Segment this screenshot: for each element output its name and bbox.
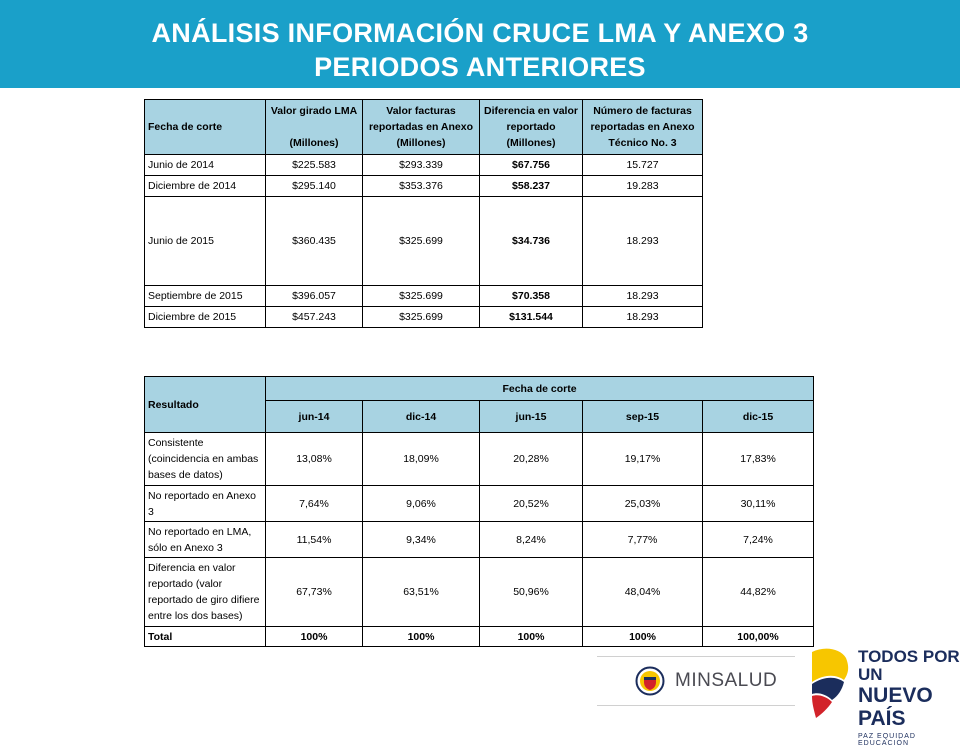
header-period: dic-15	[702, 400, 814, 433]
cell-diferencia: $58.237	[479, 175, 583, 197]
table-row: Diciembre de 2015 $457.243 $325.699 $131…	[144, 306, 703, 328]
cell-value: 100%	[479, 626, 583, 647]
cell-diferencia: $67.756	[479, 154, 583, 176]
cell-facturas: $325.699	[362, 306, 480, 328]
header-diferencia: Diferencia en valor reportado (Millones)	[479, 99, 583, 155]
header-period: jun-15	[479, 400, 583, 433]
table-header-row: jun-14 dic-14 jun-15 sep-15 dic-15	[145, 400, 814, 433]
cell-girado: $225.583	[265, 154, 363, 176]
table-header-row: Resultado Fecha de corte	[144, 376, 814, 433]
cell-value: 20,28%	[479, 432, 583, 486]
cell-value: 48,04%	[582, 557, 703, 627]
cell-diferencia: $131.544	[479, 306, 583, 328]
header-fecha: Fecha de corte	[144, 99, 266, 155]
cell-diferencia: $70.358	[479, 285, 583, 307]
pais-line1: TODOS POR UN	[858, 647, 960, 684]
cell-value: 63,51%	[362, 557, 480, 627]
cell-numero: 19.283	[582, 175, 703, 197]
cell-girado: $360.435	[265, 196, 363, 286]
row-label: No reportado en LMA, sólo en Anexo 3	[144, 521, 266, 558]
header-period: dic-14	[362, 400, 480, 433]
header-resultado: Resultado	[144, 376, 266, 433]
row-label: Diferencia en valor reportado (valor rep…	[144, 557, 266, 627]
cell-fecha: Septiembre de 2015	[144, 285, 266, 307]
total-row: Total 100% 100% 100% 100% 100,00%	[144, 626, 814, 647]
table-row: Diferencia en valor reportado (valor rep…	[144, 557, 814, 627]
header-valor-facturas: Valor facturas reportadas en Anexo (Millo…	[362, 99, 480, 155]
table-row: Junio de 2015 $360.435 $325.699 $34.736 …	[144, 196, 703, 286]
cell-facturas: $353.376	[362, 175, 480, 197]
header-period: sep-15	[582, 400, 703, 433]
table-row: Junio de 2014 $225.583 $293.339 $67.756 …	[144, 154, 703, 176]
cell-value: 8,24%	[479, 521, 583, 558]
cell-value: 100%	[265, 626, 363, 647]
cell-value: 9,06%	[362, 485, 480, 522]
cell-girado: $457.243	[265, 306, 363, 328]
header-valor-girado: Valor girado LMA (Millones)	[265, 99, 363, 155]
cell-value: 18,09%	[362, 432, 480, 486]
cell-value: 13,08%	[265, 432, 363, 486]
cell-numero: 18.293	[582, 306, 703, 328]
colombia-map-icon	[812, 648, 849, 718]
cell-girado: $295.140	[265, 175, 363, 197]
cutoff-values-table: Fecha de corte Valor girado LMA (Millones…	[144, 99, 703, 328]
header-period: jun-14	[265, 400, 363, 433]
todos-por-un-nuevo-pais-logo: TODOS POR UN NUEVO PAÍS PAZ EQUIDAD EDUC…	[806, 638, 960, 747]
coat-of-arms-icon	[635, 666, 665, 696]
cell-value: 17,83%	[702, 432, 814, 486]
cell-facturas: $325.699	[362, 285, 480, 307]
table-header-row: Fecha de corte Valor girado LMA (Millones…	[144, 99, 703, 155]
cell-value: 100,00%	[702, 626, 814, 647]
cell-value: 100%	[582, 626, 703, 647]
cell-value: 50,96%	[479, 557, 583, 627]
cell-value: 7,64%	[265, 485, 363, 522]
table-row: Consistente (coincidencia en ambas bases…	[144, 432, 814, 486]
pais-tagline: PAZ EQUIDAD EDUCACIÓN	[858, 733, 916, 747]
row-label: Consistente (coincidencia en ambas bases…	[144, 432, 266, 486]
table-row: No reportado en LMA, sólo en Anexo 3 11,…	[144, 521, 814, 558]
cell-value: 20,52%	[479, 485, 583, 522]
cell-fecha: Junio de 2015	[144, 196, 266, 286]
cell-numero: 18.293	[582, 285, 703, 307]
title-banner: ANÁLISIS INFORMACIÓN CRUCE LMA Y ANEXO 3…	[0, 0, 960, 88]
cell-numero: 18.293	[582, 196, 703, 286]
results-percentage-table: Resultado Fecha de corte jun-14 dic-14 j…	[144, 376, 814, 647]
cell-fecha: Junio de 2014	[144, 154, 266, 176]
minsalud-logo: MINSALUD	[597, 656, 795, 706]
cell-value: 7,77%	[582, 521, 703, 558]
cell-value: 11,54%	[265, 521, 363, 558]
cell-value: 25,03%	[582, 485, 703, 522]
cell-numero: 15.727	[582, 154, 703, 176]
page-title-line1: ANÁLISIS INFORMACIÓN CRUCE LMA Y ANEXO 3	[151, 18, 809, 48]
cell-value: 44,82%	[702, 557, 814, 627]
cell-value: 30,11%	[702, 485, 814, 522]
table-row: Diciembre de 2014 $295.140 $353.376 $58.…	[144, 175, 703, 197]
cell-value: 9,34%	[362, 521, 480, 558]
cell-value: 7,24%	[702, 521, 814, 558]
row-label: No reportado en Anexo 3	[144, 485, 266, 522]
cell-facturas: $293.339	[362, 154, 480, 176]
cell-value: 19,17%	[582, 432, 703, 486]
minsalud-text: MINSALUD	[675, 670, 778, 691]
cell-fecha: Diciembre de 2015	[144, 306, 266, 328]
cell-value: 67,73%	[265, 557, 363, 627]
header-fecha-corte: Fecha de corte	[265, 376, 814, 401]
header-numero-facturas: Número de facturas reportadas en Anexo T…	[582, 99, 703, 155]
cell-value: 100%	[362, 626, 480, 647]
page-title-line2: PERIODOS ANTERIORES	[314, 52, 646, 82]
table-row: Septiembre de 2015 $396.057 $325.699 $70…	[144, 285, 703, 307]
cell-girado: $396.057	[265, 285, 363, 307]
table-row: No reportado en Anexo 3 7,64% 9,06% 20,5…	[144, 485, 814, 522]
cell-fecha: Diciembre de 2014	[144, 175, 266, 197]
cell-diferencia: $34.736	[479, 196, 583, 286]
row-label: Total	[144, 626, 266, 647]
cell-facturas: $325.699	[362, 196, 480, 286]
pais-line2: NUEVO PAÍS	[858, 684, 933, 730]
